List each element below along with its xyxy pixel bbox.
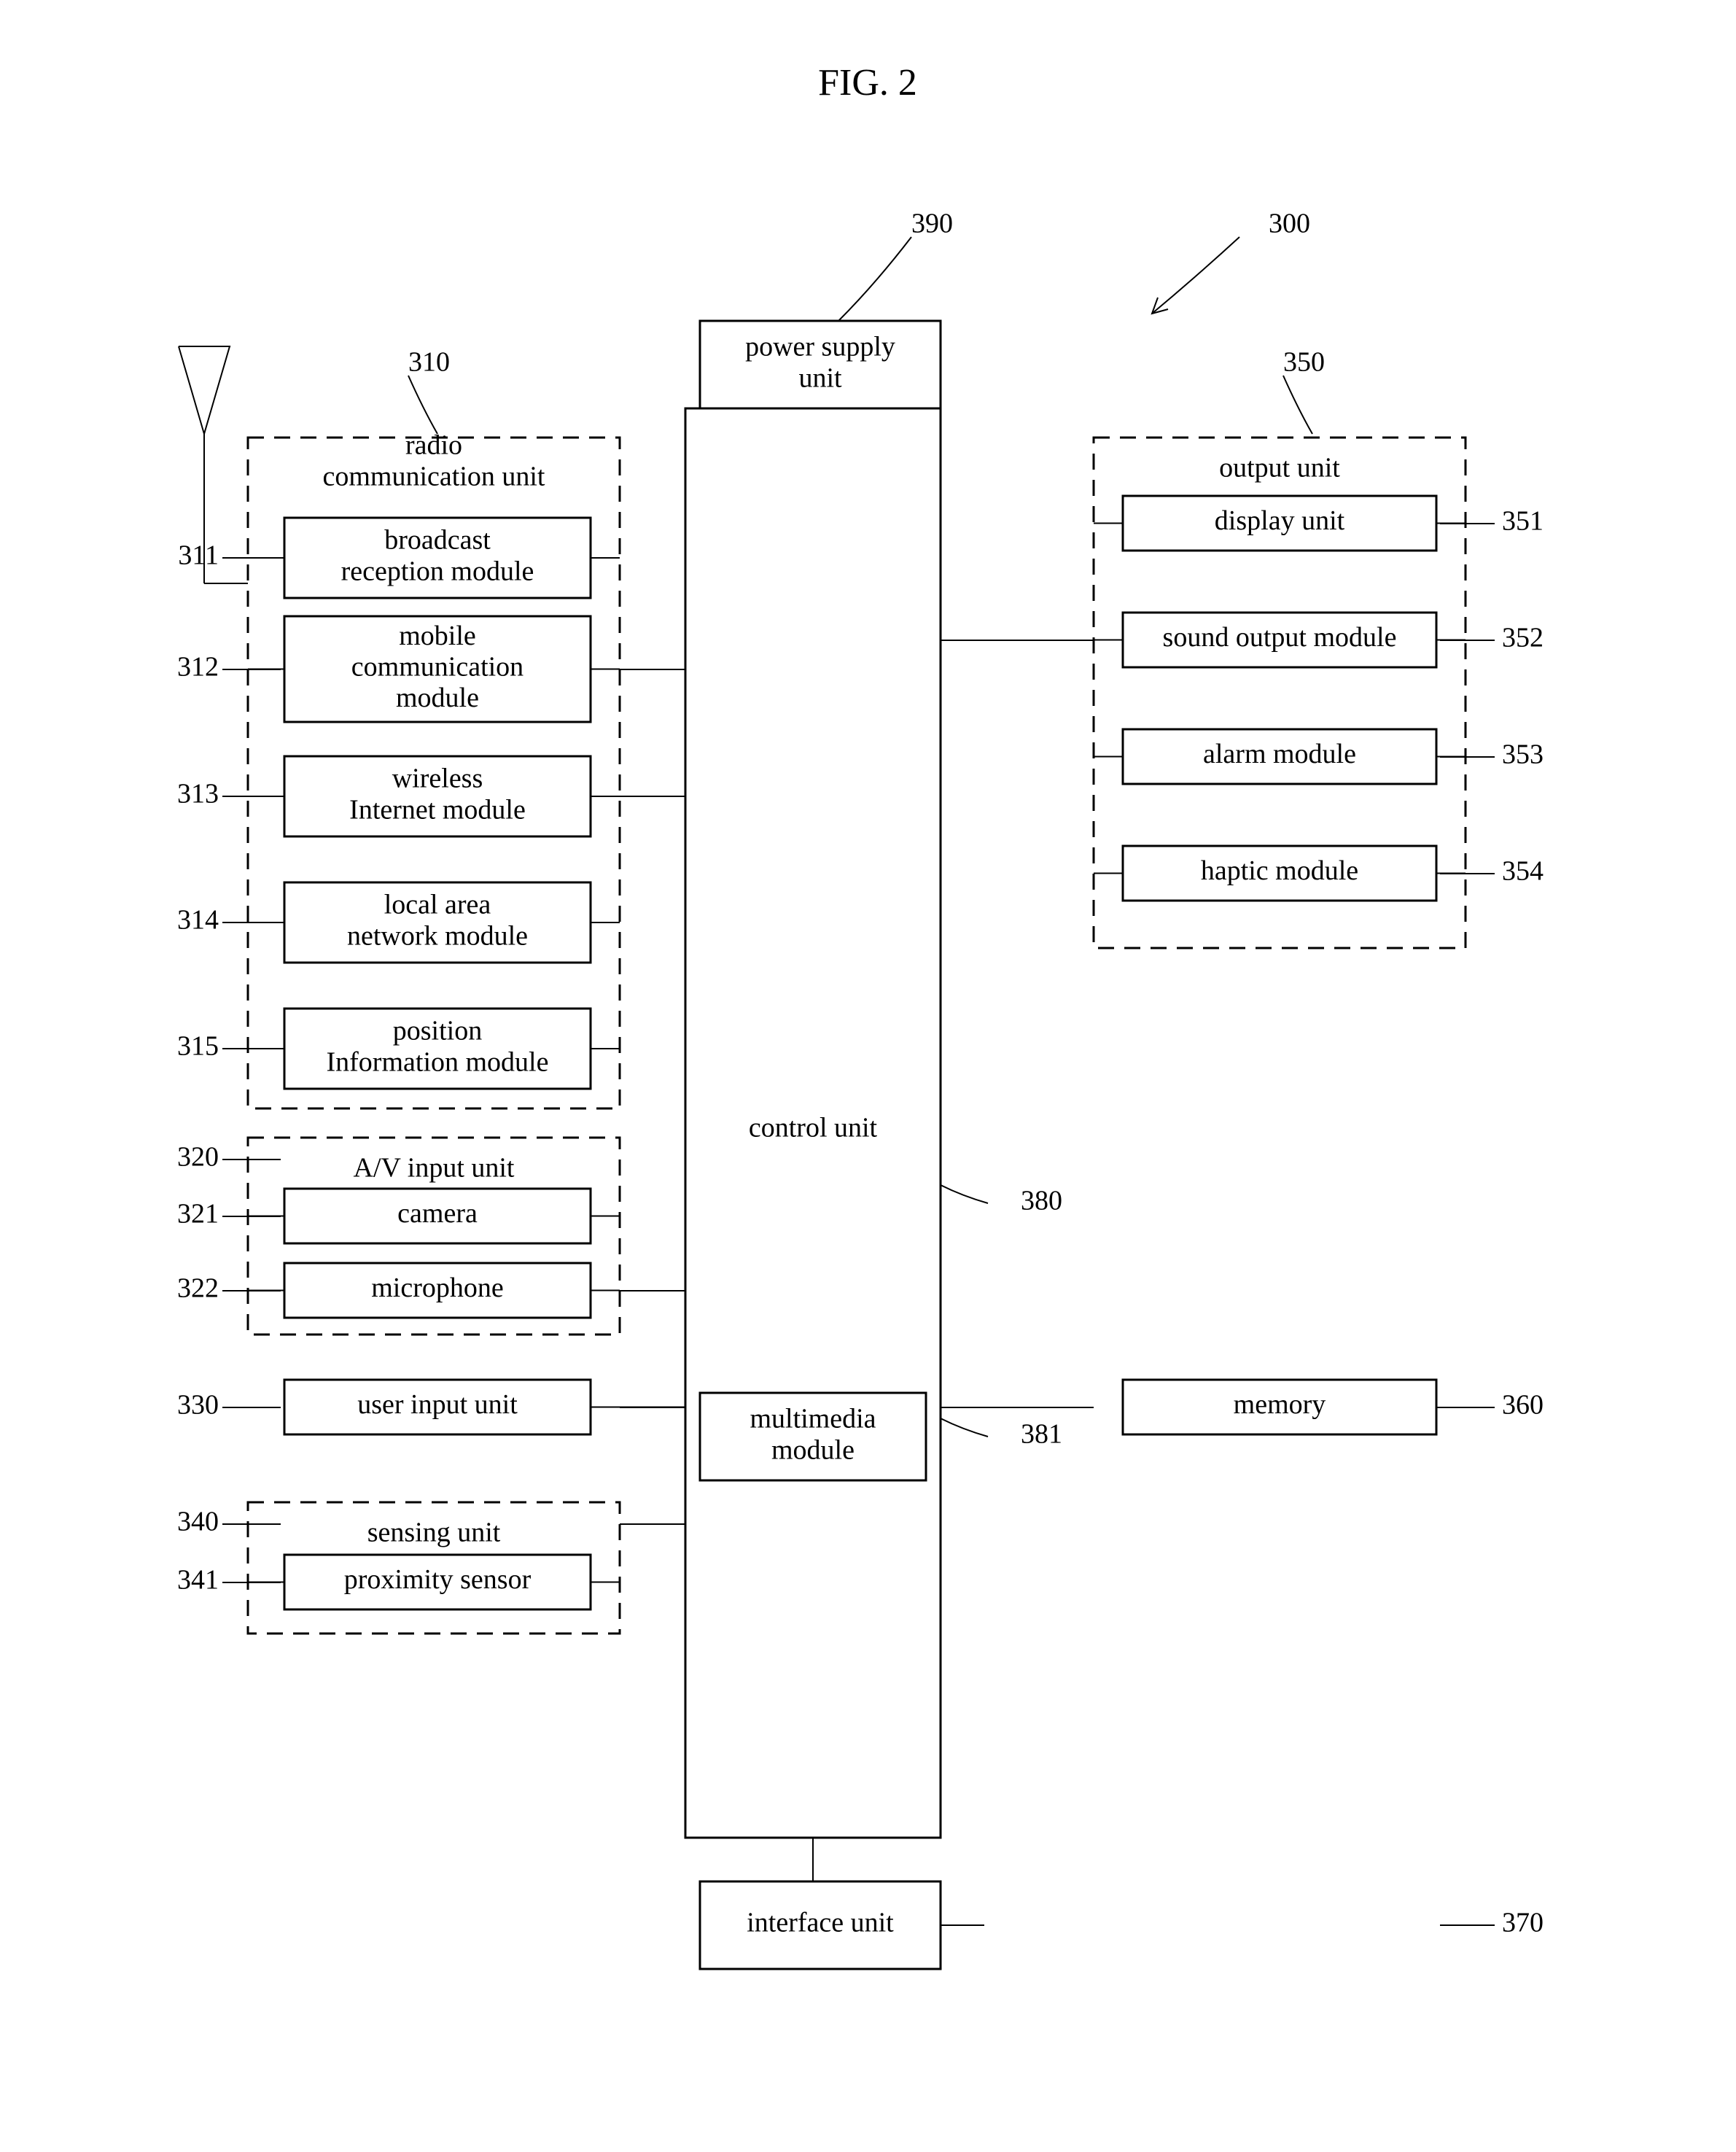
- ref-341: 341: [177, 1565, 219, 1596]
- ref-390: 390: [911, 209, 953, 239]
- ref-350: 350: [1283, 347, 1325, 378]
- antenna-icon: [179, 346, 230, 434]
- ref-354: 354: [1502, 856, 1544, 887]
- ref-lead: [408, 376, 437, 434]
- ref-lead: [941, 1185, 988, 1203]
- box-354-label: haptic module: [1201, 855, 1358, 886]
- group-output-title: output unit: [1219, 453, 1340, 483]
- ref-arrow: [1152, 237, 1239, 314]
- ref-322: 322: [177, 1273, 219, 1304]
- box-353-label: alarm module: [1203, 739, 1356, 769]
- ref-311: 311: [178, 540, 219, 571]
- control-unit-label: control unit: [749, 1113, 878, 1143]
- ref-370: 370: [1502, 1908, 1544, 1938]
- ref-315: 315: [177, 1031, 219, 1062]
- box-360-label: memory: [1234, 1389, 1326, 1420]
- ref-320: 320: [177, 1142, 219, 1173]
- ref-lead: [838, 237, 911, 321]
- box-321-label: camera: [397, 1198, 478, 1229]
- box-322-label: microphone: [371, 1273, 504, 1303]
- ref-321: 321: [177, 1199, 219, 1230]
- ref-353: 353: [1502, 739, 1544, 770]
- group-sensing-title: sensing unit: [367, 1518, 501, 1548]
- ref-330: 330: [177, 1390, 219, 1421]
- ref-lead: [941, 1418, 988, 1437]
- ref-lead: [1283, 376, 1312, 434]
- ref-381: 381: [1021, 1419, 1062, 1450]
- ref-310: 310: [408, 347, 450, 378]
- ref-360: 360: [1502, 1390, 1544, 1421]
- box-352-label: sound output module: [1163, 622, 1397, 653]
- ref-313: 313: [177, 779, 219, 809]
- ref-352: 352: [1502, 623, 1544, 653]
- interface-unit-label: interface unit: [747, 1908, 894, 1938]
- box-341-label: proximity sensor: [344, 1564, 532, 1595]
- ref-300: 300: [1269, 209, 1310, 239]
- figure-title: FIG. 2: [818, 62, 917, 104]
- group-radio-title: radiocommunication unit: [322, 430, 545, 492]
- ref-351: 351: [1502, 506, 1544, 537]
- group-av-title: A/V input unit: [354, 1153, 515, 1184]
- ref-312: 312: [177, 652, 219, 683]
- ref-340: 340: [177, 1507, 219, 1537]
- ref-380: 380: [1021, 1186, 1062, 1216]
- box-351-label: display unit: [1215, 505, 1345, 536]
- box-330-label: user input unit: [357, 1389, 518, 1420]
- ref-314: 314: [177, 905, 219, 936]
